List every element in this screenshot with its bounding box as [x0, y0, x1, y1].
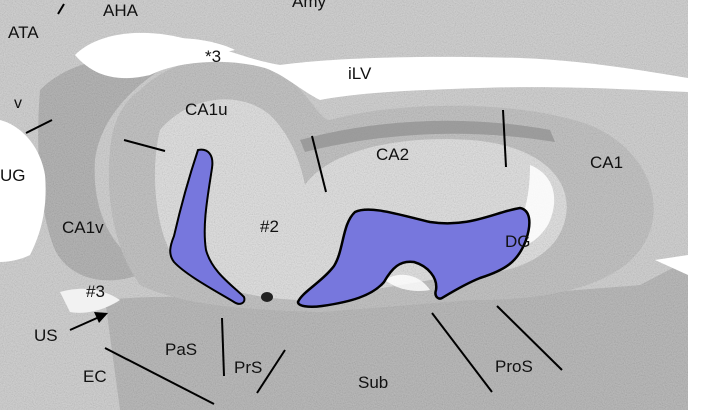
dg-left-arm: [169, 148, 246, 305]
boundary-line-pas-prs: [221, 317, 225, 377]
boundary-line-ca2-left: [311, 135, 327, 193]
boundary-line-ca1v-upper: [25, 119, 53, 134]
tissue-dark-spot: [261, 292, 273, 302]
label-star3: *3: [205, 47, 221, 66]
label-us: US: [34, 326, 58, 345]
label-sub: Sub: [358, 373, 388, 392]
boundary-line-ec: [104, 347, 215, 405]
boundary-line-sub-pros: [431, 312, 493, 393]
boundary-line-pros-right: [496, 305, 563, 371]
bottom-right-white: [655, 255, 688, 275]
pyramidal-stripe: [300, 120, 555, 152]
boundary-line-ca2-right: [502, 109, 507, 168]
us-arrow-head: [94, 312, 108, 323]
label-aha: AHA: [103, 1, 139, 20]
label-ca2: CA2: [376, 145, 409, 164]
label-ata: ATA: [8, 23, 39, 42]
label-pros: ProS: [495, 357, 533, 376]
subicular-band: [105, 260, 688, 410]
label-ilv: iLV: [348, 64, 372, 83]
fissure-lower: [385, 274, 430, 291]
boundary-line-prs-sub: [256, 349, 286, 394]
label-v: v: [14, 95, 22, 112]
ventricle-notch: [150, 38, 235, 55]
label-ca1: CA1: [590, 153, 623, 172]
label-ca1u: CA1u: [185, 100, 228, 119]
hippocampal-fissure: [505, 165, 555, 247]
label-hash2: #2: [260, 217, 279, 236]
boundary-line-ca1u-left: [123, 139, 166, 152]
label-hash3: #3: [86, 282, 105, 301]
label-amy: Amy: [292, 0, 327, 11]
white-margin-bottom: [0, 410, 702, 420]
label-prs: PrS: [234, 358, 262, 377]
label-ug: UG: [0, 166, 26, 185]
us-arrow-shaft: [69, 317, 98, 331]
ventral-cortex-band: [38, 59, 160, 281]
label-ec: EC: [83, 367, 107, 386]
white-margin-right: [688, 0, 702, 420]
uncal-sulcus-gap: [60, 288, 120, 313]
label-pas: PaS: [165, 340, 197, 359]
dg-main-blob: [296, 206, 531, 309]
lateral-ventricle: [75, 32, 688, 100]
label-dg: DG: [505, 232, 531, 251]
left-white-space: [0, 120, 46, 262]
label-ca1v: CA1v: [62, 218, 104, 237]
boundary-line-top-left: [57, 3, 65, 15]
